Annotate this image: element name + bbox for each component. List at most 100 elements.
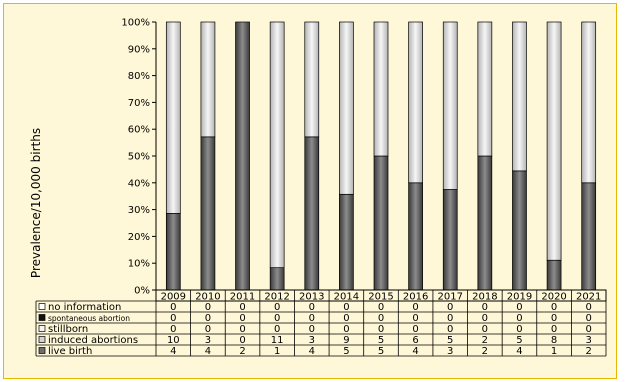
data-label: 3 — [309, 335, 315, 346]
data-label: 0 — [274, 302, 280, 313]
data-label: 0 — [586, 302, 592, 313]
data-label: 4 — [205, 346, 211, 357]
data-label: 5 — [447, 335, 453, 346]
data-label: 0 — [239, 324, 245, 335]
bar-induced-abortions — [373, 21, 389, 157]
data-label: 2 — [239, 346, 245, 357]
data-label: 5 — [516, 335, 522, 346]
data-label: 3 — [205, 335, 211, 346]
data-label: 0 — [516, 302, 522, 313]
x-tick-label: 2017 — [438, 292, 463, 303]
data-label: 1 — [274, 346, 280, 357]
data-label: 0 — [309, 313, 315, 324]
data-label: 0 — [447, 302, 453, 313]
data-label: 3 — [586, 335, 592, 346]
bar-live-birth — [269, 267, 285, 291]
data-label: 0 — [170, 324, 176, 335]
data-label: 0 — [205, 302, 211, 313]
y-tick-label: 50% — [128, 152, 150, 163]
data-label: 0 — [551, 324, 557, 335]
data-label: 2 — [482, 335, 488, 346]
legend-swatch-induced-abortions — [38, 336, 46, 343]
bar-live-birth — [165, 213, 181, 291]
data-label: 6 — [412, 335, 418, 346]
data-label: 0 — [482, 302, 488, 313]
bar-induced-abortions — [165, 21, 181, 214]
y-tick-label: 90% — [128, 44, 150, 55]
data-label: 10 — [167, 335, 180, 346]
data-label: 0 — [586, 324, 592, 335]
y-tick-label: 100% — [121, 18, 150, 29]
data-label: 0 — [516, 324, 522, 335]
data-label: 0 — [343, 313, 349, 324]
data-label: 0 — [378, 313, 384, 324]
x-tick-label: 2018 — [472, 292, 497, 303]
bar-live-birth — [304, 136, 320, 291]
y-tick-label: 40% — [128, 178, 150, 189]
bar-live-birth — [581, 182, 597, 291]
data-label: 0 — [447, 324, 453, 335]
bar-induced-abortions — [408, 21, 423, 184]
data-label: 4 — [412, 346, 418, 357]
data-label: 0 — [412, 302, 418, 313]
bar-induced-abortions — [512, 21, 527, 172]
data-label: 0 — [551, 313, 557, 324]
bar-induced-abortions — [477, 21, 493, 157]
data-label: 0 — [309, 302, 315, 313]
x-tick-label: 2009 — [161, 292, 186, 303]
legend-swatch-no-information — [38, 303, 46, 310]
data-label: 5 — [378, 346, 384, 357]
data-label: 4 — [309, 346, 315, 357]
legend-swatch-stillborn — [38, 325, 46, 332]
x-tick-label: 2019 — [507, 292, 532, 303]
y-tick-label: 10% — [128, 259, 150, 270]
bar-induced-abortions — [304, 21, 320, 138]
data-label: 5 — [343, 346, 349, 357]
legend-swatch-live-birth — [38, 347, 46, 354]
y-axis-title: Prevalence/10,000 births — [29, 128, 43, 278]
x-tick-label: 2011 — [230, 292, 255, 303]
data-label: 0 — [239, 302, 245, 313]
bar-live-birth — [200, 136, 216, 291]
y-tick-label: 70% — [128, 98, 150, 109]
bar-induced-abortions — [442, 21, 458, 190]
y-tick-label: 30% — [128, 205, 150, 216]
data-label: 0 — [239, 313, 245, 324]
data-label: 0 — [170, 313, 176, 324]
x-tick-label: 2016 — [403, 292, 428, 303]
bar-live-birth — [477, 155, 493, 291]
data-label: 0 — [551, 302, 557, 313]
x-tick-label: 2020 — [541, 292, 566, 303]
y-tick-label: 0% — [134, 286, 150, 297]
data-label: 3 — [447, 346, 453, 357]
bar-induced-abortions — [581, 21, 597, 184]
y-tick-label: 60% — [128, 125, 150, 136]
bar-induced-abortions — [546, 21, 562, 261]
bar-live-birth — [339, 193, 354, 291]
x-tick-label: 2010 — [195, 292, 220, 303]
data-label: 0 — [482, 313, 488, 324]
x-tick-label: 2021 — [576, 292, 601, 303]
data-label: 2 — [586, 346, 592, 357]
data-label: 0 — [343, 324, 349, 335]
data-label: 0 — [412, 313, 418, 324]
data-label: 0 — [205, 324, 211, 335]
y-tick-label: 20% — [128, 232, 150, 243]
data-label: 0 — [274, 324, 280, 335]
x-tick-label: 2012 — [264, 292, 289, 303]
x-tick-label: 2015 — [368, 292, 393, 303]
legend-swatch-spontaneous-abortion — [38, 314, 46, 321]
data-label: 4 — [516, 346, 522, 357]
data-label: 9 — [343, 335, 349, 346]
bar-live-birth — [442, 189, 458, 291]
data-label: 8 — [551, 335, 557, 346]
legend-label-no-information: no information — [48, 302, 121, 313]
data-label: 0 — [378, 324, 384, 335]
data-label: 0 — [239, 335, 245, 346]
legend-label-spontaneous-abortion: spontaneous abortion — [48, 314, 130, 323]
data-label: 0 — [205, 313, 211, 324]
data-label: 0 — [170, 302, 176, 313]
data-label: 11 — [271, 335, 284, 346]
data-label: 1 — [551, 346, 557, 357]
data-label: 0 — [378, 302, 384, 313]
